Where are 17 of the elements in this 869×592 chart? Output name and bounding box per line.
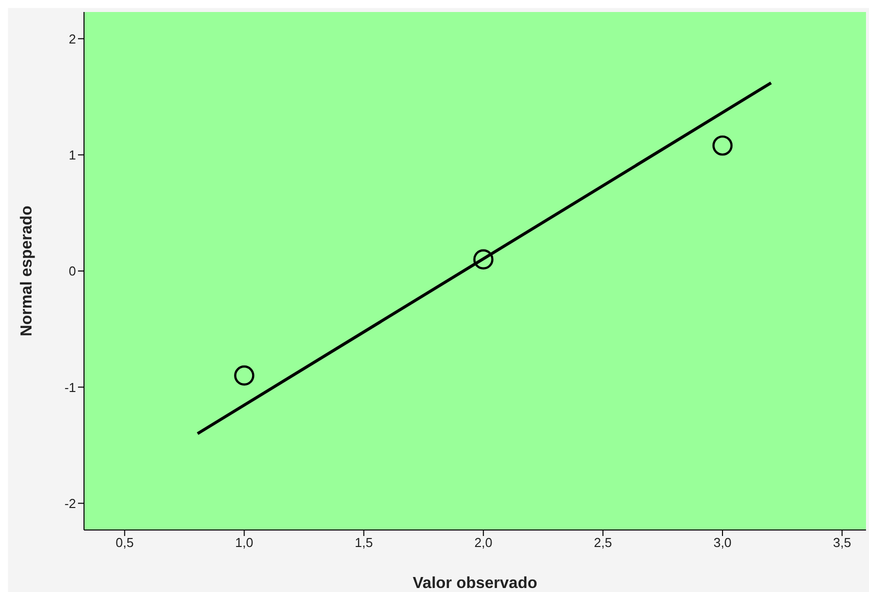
y-tick-label: 0 [68,264,76,279]
x-tick-label: 1,0 [235,535,254,550]
point [234,365,254,386]
x-tick-label: 3,0 [713,535,732,550]
x-tick-label: 2,0 [474,535,492,550]
y-tick-label: 2 [68,31,76,46]
y-tick-label: -2 [64,496,76,511]
x-tick-label: 2,5 [594,535,612,550]
y-tick-label: 1 [68,147,76,162]
point [473,249,494,270]
y-tick-label: -1 [64,380,76,395]
y-axis-title: Normal esperado [18,205,36,336]
x-tick-label: 1,5 [354,535,373,550]
point [712,135,733,156]
x-axis-title: Valor observado [412,575,538,592]
x-tick-label: 0,5 [116,535,134,550]
x-tick-label: 3,5 [833,535,852,550]
